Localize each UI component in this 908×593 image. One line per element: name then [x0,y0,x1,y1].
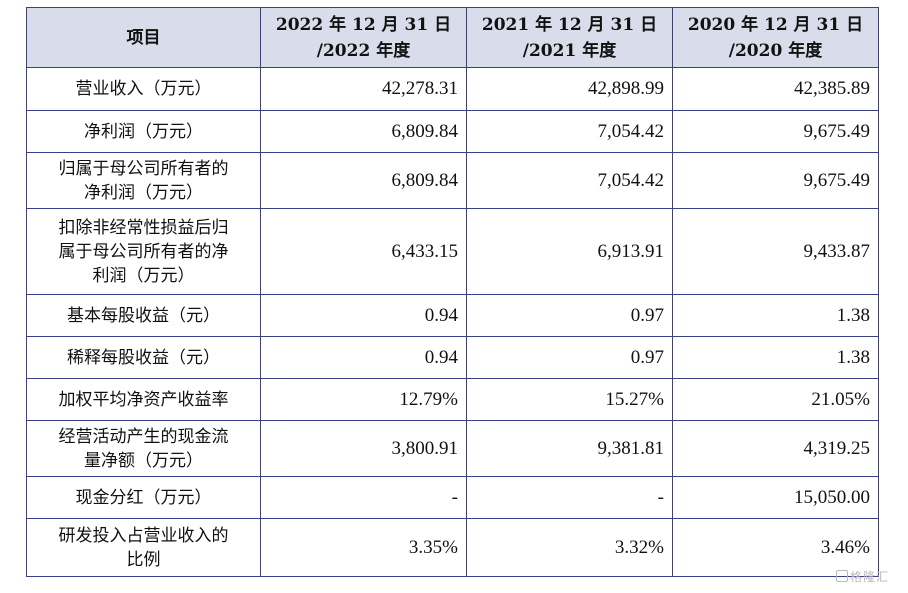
value-2020: 9,433.87 [672,208,879,295]
row-label-line: 利润（万元） [92,265,195,286]
row-label-line: 比例 [126,549,161,570]
table-row: 稀释每股收益（元） 0.94 0.97 1.38 [26,336,879,379]
value-2022: 12.79% [260,378,467,421]
table-row: 现金分红（万元） - -15,050.00 [26,476,879,519]
row-label: 研发投入占营业收入的 比例 [26,518,261,577]
value-2021: 7,054.42 [466,152,673,209]
logo-icon [836,570,848,582]
table-row: 基本每股收益（元） 0.94 0.97 1.38 [26,294,879,337]
row-label-line: 归属于母公司所有者的 [58,158,229,179]
header-2022-date: 2022 年 12 月 31 日 [275,14,452,35]
row-label: 净利润（万元） [26,110,261,153]
financial-table: 项目 2022 年 12 月 31 日 /2022 年度 2021 年 12 月… [26,7,879,577]
header-2021-year: /2021 年度 [522,40,617,61]
row-label-line: 加权平均净资产收益率 [58,389,229,410]
table-row: 扣除非经常性损益后归 属于母公司所有者的净 利润（万元） 6,433.15 6,913.… [26,208,879,295]
row-label-line: 经营活动产生的现金流 [58,426,229,447]
value-2020: 3.46% [672,518,879,577]
value-2020: 4,319.25 [672,420,879,477]
header-2021-date: 2021 年 12 月 31 日 [481,14,658,35]
value-2022: - [260,476,467,519]
header-2020: 2020 年 12 月 31 日 /2020 年度 [672,7,879,68]
value-2022: 6,809.84 [260,110,467,153]
table-row: 营业收入（万元） 42,278.31 42,898.99 42,385.89 [26,67,879,111]
row-label-line: 研发投入占营业收入的 [58,525,229,546]
row-label: 稀释每股收益（元） [26,336,261,379]
row-label-line: 净利润（万元） [84,121,203,142]
row-label-line: 净利润（万元） [84,182,203,203]
header-2022: 2022 年 12 月 31 日 /2022 年度 [260,7,467,68]
row-label: 经营活动产生的现金流 量净额（万元） [26,420,261,477]
row-label-line: 属于母公司所有者的净 [58,241,229,262]
value-2020: 15,050.00 [672,476,879,519]
value-2022: 0.94 [260,294,467,337]
header-2020-year: /2020 年度 [728,40,823,61]
table-row: 归属于母公司所有者的 净利润（万元） 6,809.84 7,054.42 9,675.4… [26,152,879,209]
value-2021: 6,913.91 [466,208,673,295]
row-label: 归属于母公司所有者的 净利润（万元） [26,152,261,209]
value-2020: 42,385.89 [672,67,879,111]
value-2021: - [466,476,673,519]
watermark: 格隆汇 [836,568,889,585]
value-2021: 42,898.99 [466,67,673,111]
value-2020: 1.38 [672,336,879,379]
value-2022: 0.94 [260,336,467,379]
row-label-line: 基本每股收益（元） [67,305,220,326]
table-row: 净利润（万元） 6,809.84 7,054.42 9,675.49 [26,110,879,153]
value-2020: 9,675.49 [672,152,879,209]
value-2021: 3.32% [466,518,673,577]
value-2021: 15.27% [466,378,673,421]
row-label: 营业收入（万元） [26,67,261,111]
table-row: 加权平均净资产收益率 12.79% 15.27% 21.05% [26,378,879,421]
header-2021: 2021 年 12 月 31 日 /2021 年度 [466,7,673,68]
value-2020: 21.05% [672,378,879,421]
value-2022: 42,278.31 [260,67,467,111]
row-label-line: 稀释每股收益（元） [67,347,220,368]
value-2020: 9,675.49 [672,110,879,153]
table-body: 营业收入（万元） 42,278.31 42,898.99 42,385.89 净利润（万… [26,67,879,577]
value-2021: 9,381.81 [466,420,673,477]
header-item: 项目 [26,7,261,68]
value-2022: 6,809.84 [260,152,467,209]
table-row: 经营活动产生的现金流 量净额（万元） 3,800.91 9,381.81 4,319.2… [26,420,879,477]
row-label-line: 扣除非经常性损益后归 [58,217,229,238]
header-2020-date: 2020 年 12 月 31 日 [687,14,864,35]
value-2022: 6,433.15 [260,208,467,295]
row-label: 加权平均净资产收益率 [26,378,261,421]
value-2021: 7,054.42 [466,110,673,153]
table-row: 研发投入占营业收入的 比例 3.35% 3.32% 3.46% [26,518,879,577]
value-2021: 0.97 [466,336,673,379]
value-2020: 1.38 [672,294,879,337]
value-2022: 3.35% [260,518,467,577]
watermark-text: 格隆汇 [850,570,890,584]
row-label-line: 量净额（万元） [84,450,203,471]
header-2022-year: /2022 年度 [316,40,411,61]
value-2022: 3,800.91 [260,420,467,477]
row-label-line: 营业收入（万元） [75,79,212,99]
row-label: 现金分红（万元） [26,476,261,519]
row-label: 基本每股收益（元） [26,294,261,337]
value-2021: 0.97 [466,294,673,337]
table-header-row: 项目 2022 年 12 月 31 日 /2022 年度 2021 年 12 月… [26,7,879,68]
row-label: 扣除非经常性损益后归 属于母公司所有者的净 利润（万元） [26,208,261,295]
row-label-line: 现金分红（万元） [75,487,212,508]
